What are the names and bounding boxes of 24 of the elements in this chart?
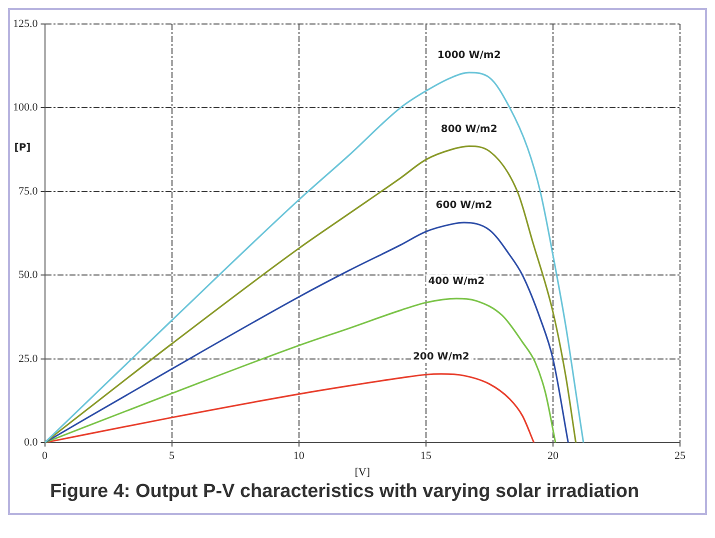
- y-tick-label: 75.0: [18, 185, 38, 198]
- y-axis-title: [P]: [14, 142, 31, 154]
- line-series: [44, 145, 577, 443]
- line-series: [44, 222, 569, 443]
- series-label: 1000 W/m2: [437, 50, 501, 62]
- y-tick-label: 25.0: [18, 352, 38, 365]
- text: Figure 4: Output P-V characteristics with varying solar irradiation: [50, 481, 640, 503]
- x-axis-title: [V]: [354, 466, 370, 478]
- line-series: [44, 298, 556, 443]
- x-tick-label: 20: [547, 450, 559, 462]
- series-label: 400 W/m2: [428, 276, 485, 288]
- series-label: 600 W/m2: [436, 200, 492, 212]
- x-tick-label: 25: [674, 450, 686, 462]
- x-tick-label: 0: [42, 450, 48, 462]
- y-tick-label: 125.0: [13, 18, 38, 30]
- x-tick-label: 10: [293, 450, 305, 462]
- series-label: 800 W/m2: [440, 124, 498, 135]
- y-tick-label: 100.0: [13, 102, 38, 114]
- x-tick-label: 15: [420, 450, 432, 462]
- y-tick-label: 50.0: [18, 269, 38, 282]
- x-tick-label: 5: [169, 450, 176, 462]
- series-label: 200 W/m2: [412, 352, 470, 363]
- y-tick-label: 0.0: [24, 436, 38, 448]
- line-series: [44, 72, 584, 443]
